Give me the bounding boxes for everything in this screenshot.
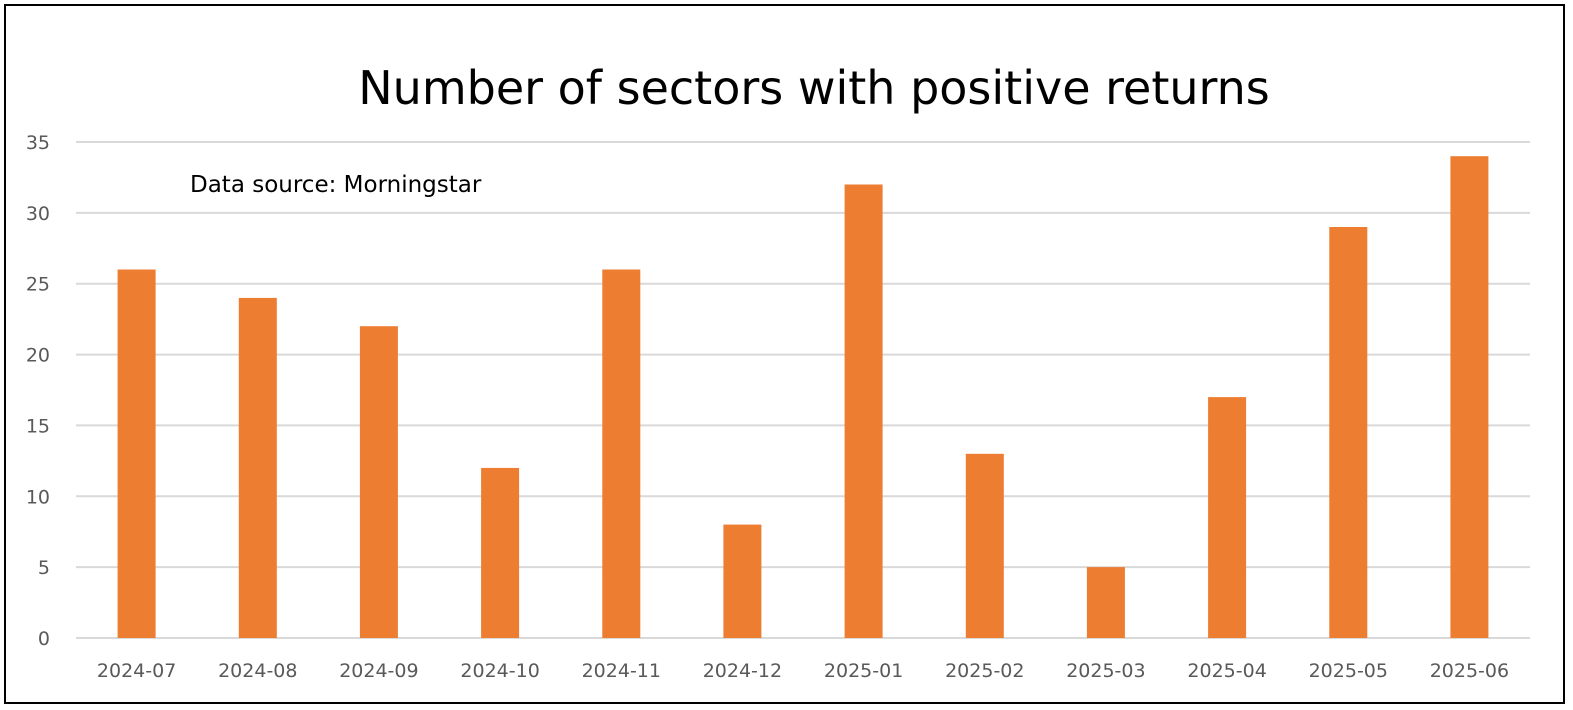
x-tick-label: 2025-03 [1066, 660, 1145, 682]
bar-2024-09 [359, 326, 398, 638]
x-tick-label: 2025-02 [945, 660, 1024, 682]
x-axis-ticks: 2024-07 2024-08 2024-09 2024-10 2024-11 2024-… [97, 660, 1509, 682]
bar-2024-11 [602, 269, 641, 638]
x-tick-label: 2024-10 [460, 660, 539, 682]
y-tick-label: 15 [26, 415, 50, 437]
data-source-annotation: Data source: Morningstar [190, 172, 482, 198]
gridlines [76, 141, 1530, 639]
x-tick-label: 2024-08 [218, 660, 297, 682]
bar-2024-08 [238, 297, 277, 638]
bar-2025-03 [1086, 567, 1125, 638]
y-tick-label: 35 [26, 132, 50, 154]
x-tick-label: 2025-04 [1187, 660, 1266, 682]
x-tick-label: 2024-11 [582, 660, 661, 682]
x-tick-label: 2025-05 [1309, 660, 1388, 682]
y-axis-ticks: 0 5 10 15 20 25 30 35 [26, 132, 50, 650]
y-tick-label: 0 [38, 628, 50, 650]
bars [117, 156, 1489, 638]
y-tick-label: 10 [26, 486, 50, 508]
bar-2024-07 [117, 269, 156, 638]
x-tick-label: 2025-01 [824, 660, 903, 682]
y-tick-label: 25 [26, 274, 50, 296]
chart-title: Number of sectors with positive returns [358, 61, 1270, 115]
bar-2025-05 [1329, 227, 1368, 638]
bar-2025-06 [1450, 156, 1489, 638]
x-tick-label: 2025-06 [1430, 660, 1509, 682]
y-tick-label: 5 [38, 557, 50, 579]
bar-2024-10 [481, 467, 520, 638]
bar-2025-04 [1208, 397, 1247, 638]
x-tick-label: 2024-07 [97, 660, 176, 682]
x-tick-label: 2024-12 [703, 660, 782, 682]
bar-2025-01 [844, 184, 883, 638]
y-tick-label: 30 [26, 203, 50, 225]
bar-2024-12 [723, 524, 762, 638]
bar-2025-02 [965, 453, 1004, 638]
x-tick-label: 2024-09 [339, 660, 418, 682]
y-tick-label: 20 [26, 345, 50, 367]
